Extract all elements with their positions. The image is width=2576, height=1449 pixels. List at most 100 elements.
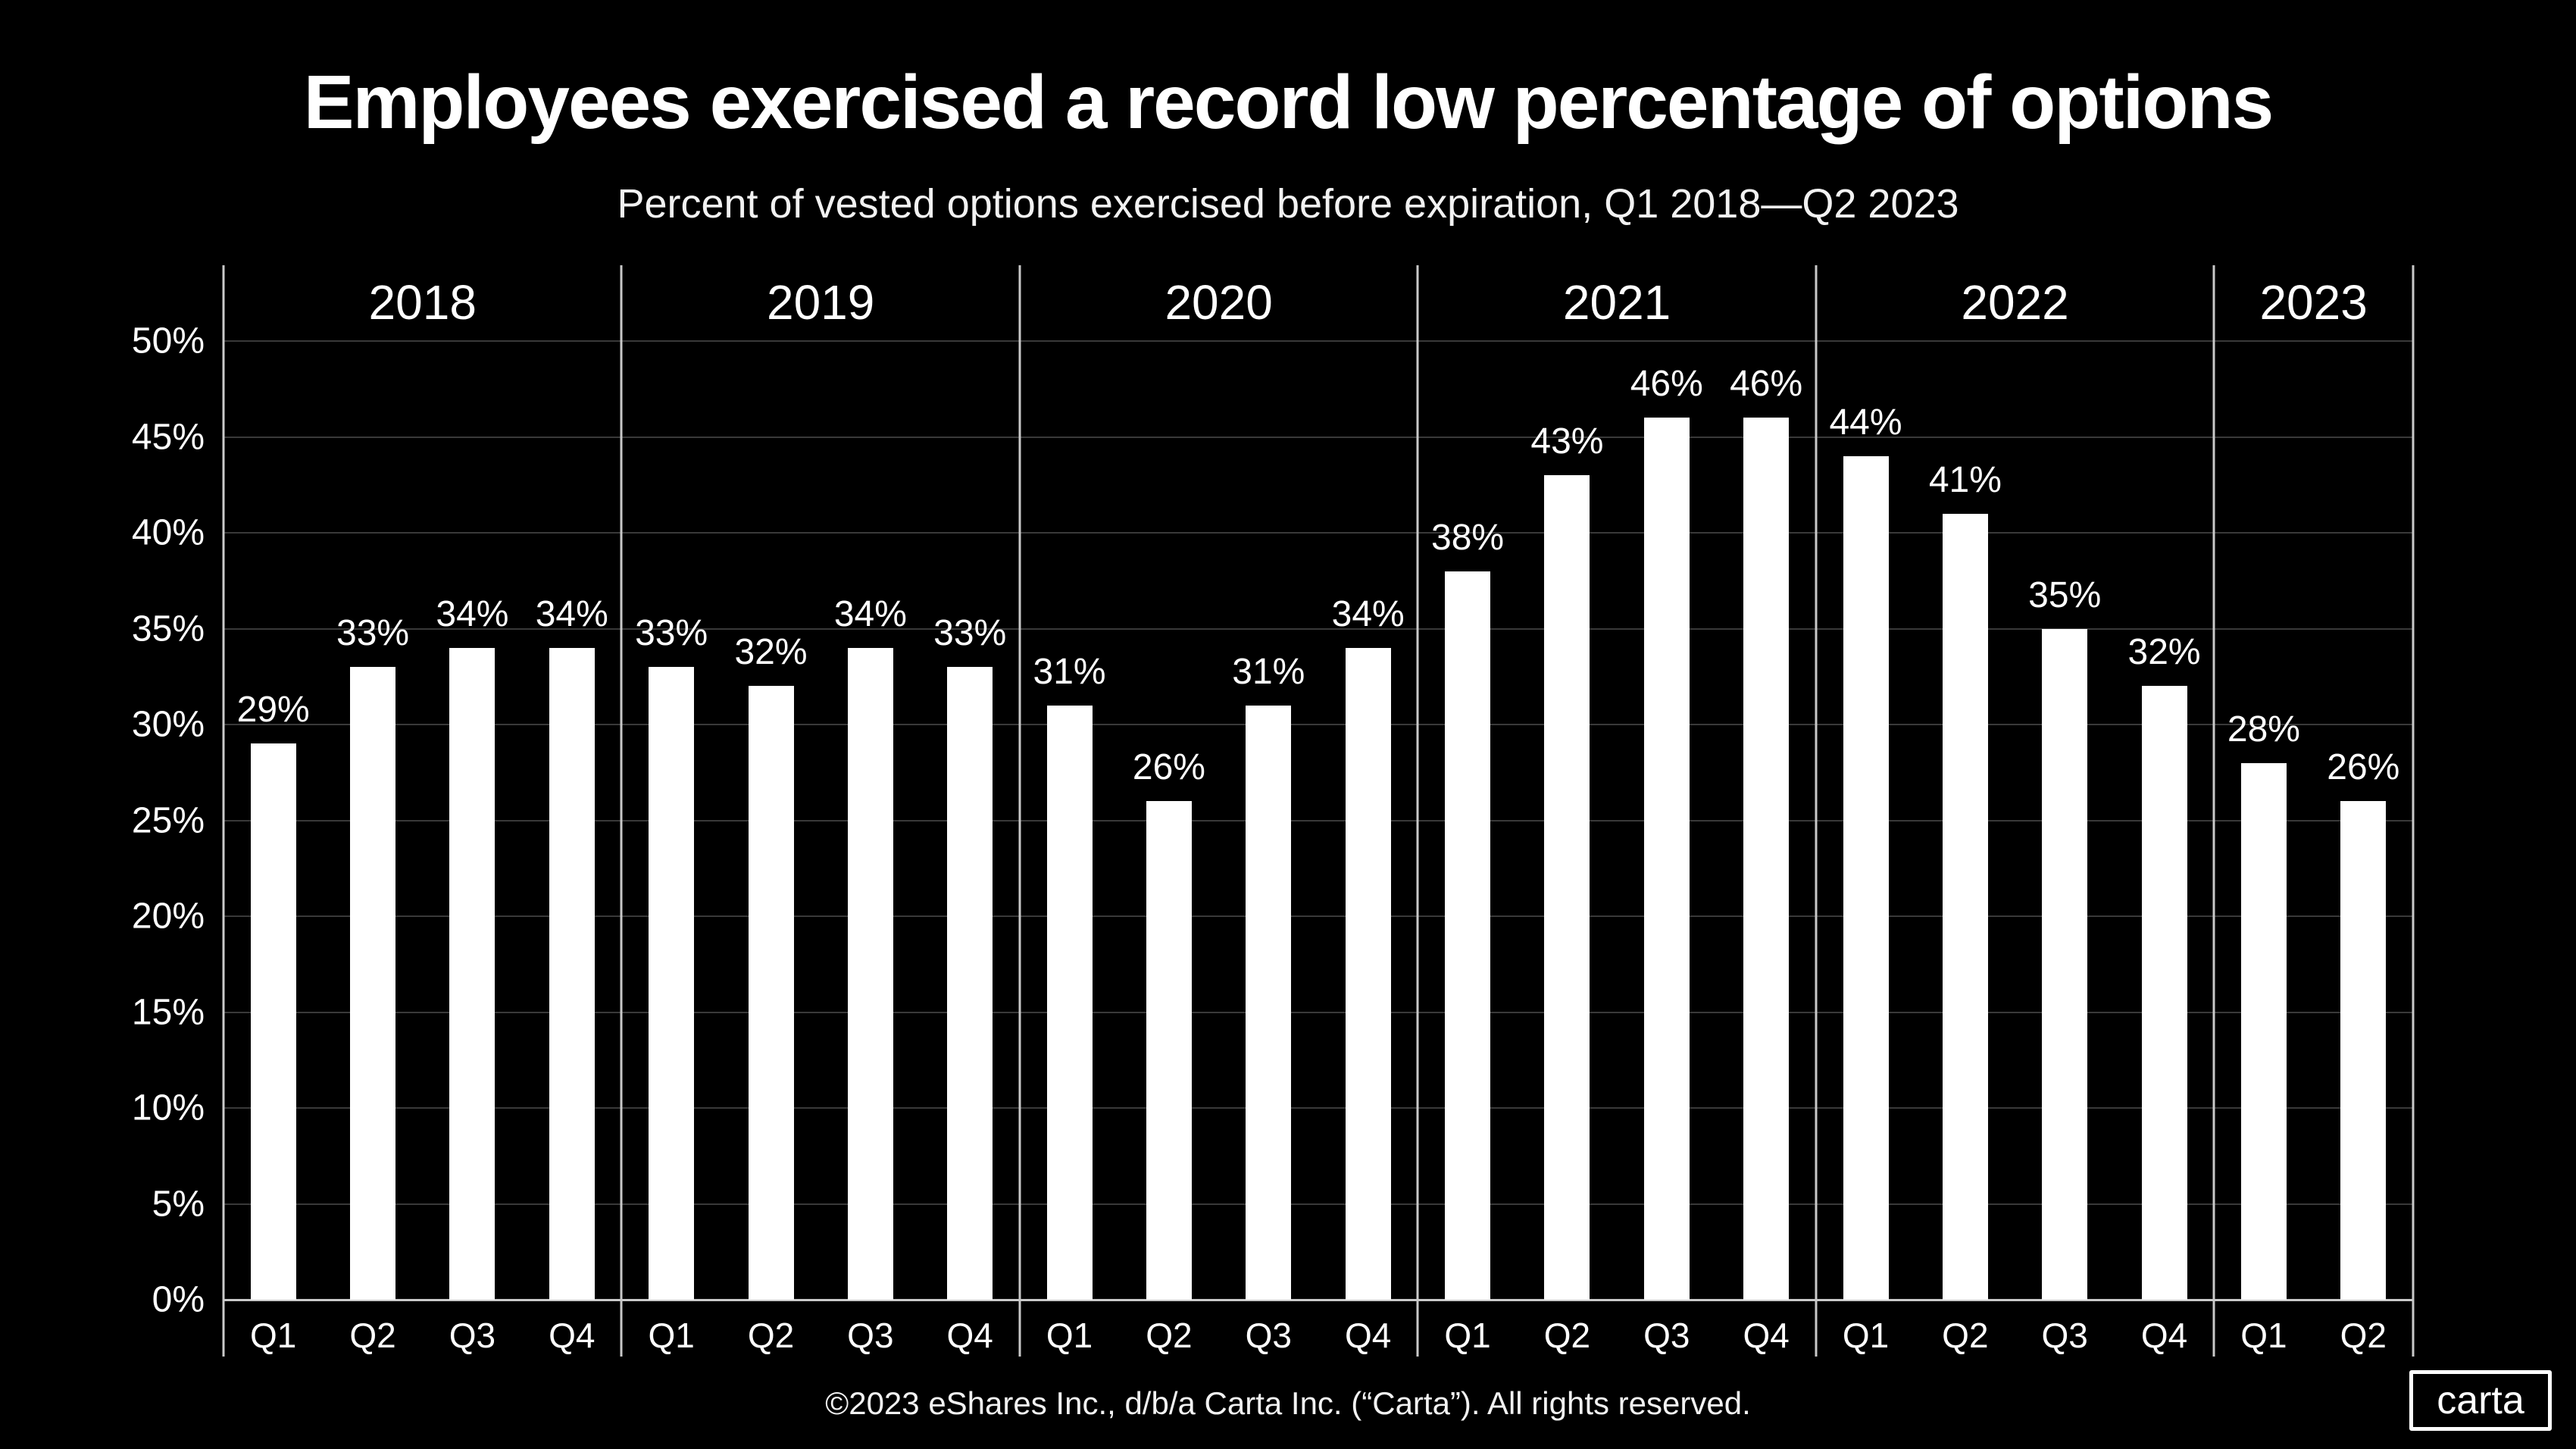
- bar-value-label: 32%: [2127, 632, 2201, 673]
- quarter-label: Q2: [1942, 1316, 1989, 1355]
- carta-logo-text: carta: [2437, 1379, 2524, 1422]
- quarter-label: Q3: [449, 1316, 496, 1355]
- bar-value-label: 41%: [1928, 459, 2002, 500]
- quarter-label: Q2: [1146, 1316, 1193, 1355]
- gridline: [224, 1011, 2413, 1013]
- quarter-label: Q4: [1743, 1316, 1790, 1355]
- bar-value-label: 35%: [2028, 574, 2102, 615]
- bar-value-label: 34%: [436, 593, 509, 634]
- y-tick-label: 25%: [131, 800, 205, 840]
- bar: [2340, 801, 2387, 1300]
- bar: [1345, 647, 1391, 1300]
- bar: [1743, 418, 1790, 1300]
- quarter-label: Q3: [1643, 1316, 1690, 1355]
- quarter-label: Q1: [1046, 1316, 1093, 1355]
- bar-value-label: 43%: [1530, 421, 1604, 462]
- quarter-label: Q1: [1444, 1316, 1491, 1355]
- bar-value-label: 33%: [933, 613, 1007, 654]
- footer-copyright: ©2023 eShares Inc., d/b/a Carta Inc. (“C…: [825, 1385, 1751, 1421]
- bar: [1445, 571, 1491, 1300]
- y-tick-label: 10%: [131, 1088, 205, 1128]
- bar: [1643, 418, 1690, 1300]
- y-tick-label: 15%: [131, 992, 205, 1032]
- bar-value-label: 44%: [1829, 402, 1902, 443]
- year-label: 2022: [1961, 275, 2069, 330]
- quarter-label: Q4: [2140, 1316, 2188, 1355]
- gridline: [224, 436, 2413, 438]
- bar-value-label: 26%: [2327, 747, 2400, 788]
- year-separator: [1018, 265, 1021, 1357]
- bar-value-label: 33%: [336, 613, 410, 654]
- year-label: 2021: [1562, 275, 1671, 330]
- y-tick-label: 20%: [131, 896, 205, 937]
- bar-value-label: 34%: [535, 593, 608, 634]
- year-separator: [222, 265, 225, 1357]
- quarter-label: Q3: [847, 1316, 894, 1355]
- year-label: 2018: [368, 275, 477, 330]
- bar: [2141, 686, 2187, 1300]
- bar: [1046, 705, 1093, 1300]
- quarter-label: Q4: [1344, 1316, 1392, 1355]
- quarter-label: Q4: [946, 1316, 993, 1355]
- y-tick-label: 35%: [131, 609, 205, 649]
- year-separator: [2212, 265, 2215, 1357]
- bar: [847, 647, 893, 1300]
- bar-value-label: 31%: [1033, 651, 1106, 692]
- bar: [350, 667, 396, 1300]
- quarter-label: Q1: [648, 1316, 695, 1355]
- bar: [549, 647, 595, 1300]
- bar: [748, 686, 794, 1300]
- bar: [2240, 762, 2287, 1300]
- axis-baseline: [224, 1299, 2413, 1301]
- bar: [1843, 455, 1889, 1300]
- bar: [1246, 705, 1292, 1300]
- y-tick-label: 30%: [131, 704, 205, 745]
- year-label: 2020: [1165, 275, 1273, 330]
- y-tick-label: 5%: [152, 1184, 205, 1224]
- year-label: 2023: [2259, 275, 2368, 330]
- year-separator: [620, 265, 623, 1357]
- chart-subtitle: Percent of vested options exercised befo…: [617, 181, 1959, 227]
- gridline: [224, 532, 2413, 534]
- y-tick-label: 45%: [131, 417, 205, 457]
- gridline: [224, 340, 2413, 342]
- gridline: [224, 1203, 2413, 1205]
- bar-value-label: 46%: [1630, 364, 1703, 405]
- year-separator: [2412, 265, 2415, 1357]
- gridline: [224, 627, 2413, 630]
- bar: [1544, 475, 1590, 1300]
- carta-logo: carta: [2409, 1370, 2552, 1431]
- bar: [449, 647, 496, 1300]
- gridline: [224, 724, 2413, 725]
- gridline: [224, 819, 2413, 822]
- bar: [250, 743, 296, 1300]
- bar: [947, 667, 993, 1300]
- gridline: [224, 1107, 2413, 1109]
- bar-value-label: 32%: [734, 632, 808, 673]
- quarter-label: Q2: [349, 1316, 396, 1355]
- year-separator: [1815, 265, 1818, 1357]
- chart-title: Employees exercised a record low percent…: [303, 60, 2274, 145]
- bar-value-label: 26%: [1132, 747, 1205, 788]
- bar-value-label: 31%: [1232, 651, 1305, 692]
- bar: [1942, 513, 1988, 1300]
- quarter-label: Q3: [1245, 1316, 1292, 1355]
- y-tick-label: 0%: [152, 1279, 205, 1320]
- quarter-label: Q1: [249, 1316, 297, 1355]
- bar-value-label: 34%: [1331, 593, 1405, 634]
- bar-value-label: 28%: [2227, 709, 2300, 750]
- bar-value-label: 46%: [1730, 364, 1803, 405]
- gridline: [224, 915, 2413, 917]
- bar-value-label: 38%: [1430, 517, 1505, 558]
- year-separator: [1416, 265, 1419, 1357]
- bar-value-label: 34%: [833, 593, 907, 634]
- bar-value-label: 29%: [236, 690, 310, 731]
- bar: [1146, 801, 1192, 1300]
- quarter-label: Q4: [549, 1316, 596, 1355]
- bar-value-label: 33%: [635, 613, 708, 654]
- quarter-label: Q1: [2240, 1316, 2287, 1355]
- quarter-label: Q2: [1543, 1316, 1591, 1355]
- quarter-label: Q2: [747, 1316, 795, 1355]
- y-tick-label: 40%: [131, 512, 205, 553]
